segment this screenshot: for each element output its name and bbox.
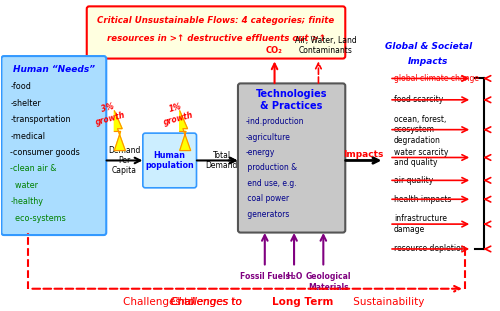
Text: Impacts: Impacts — [343, 150, 384, 159]
Text: Geological
Materials: Geological Materials — [306, 272, 351, 292]
FancyBboxPatch shape — [87, 6, 345, 58]
FancyBboxPatch shape — [238, 83, 346, 233]
Text: coal power: coal power — [246, 194, 290, 203]
Text: Challenges to: Challenges to — [171, 297, 246, 307]
FancyBboxPatch shape — [2, 56, 106, 235]
FancyBboxPatch shape — [143, 133, 197, 188]
Text: Challenges to: Challenges to — [170, 297, 246, 307]
Text: ocean, forest,
ecosystem
degradation: ocean, forest, ecosystem degradation — [394, 115, 446, 145]
Text: water: water — [10, 181, 38, 190]
Text: Global & Societal: Global & Societal — [384, 42, 472, 51]
Text: 3%
growth: 3% growth — [92, 100, 126, 127]
Text: -shelter: -shelter — [10, 99, 41, 108]
Text: 1%
growth: 1% growth — [160, 100, 194, 127]
Text: air quality: air quality — [394, 176, 434, 185]
Text: resource depletion: resource depletion — [394, 244, 466, 253]
Polygon shape — [114, 111, 126, 151]
Text: production &: production & — [246, 163, 298, 172]
Text: -agriculture: -agriculture — [246, 132, 290, 142]
Text: eco-systems: eco-systems — [10, 214, 66, 223]
Text: H₂O: H₂O — [286, 272, 302, 281]
Text: Total
Demand: Total Demand — [206, 151, 238, 170]
Text: Fossil Fuels: Fossil Fuels — [240, 272, 290, 281]
Text: infrastructure
damage: infrastructure damage — [394, 214, 447, 234]
Text: end use, e.g.: end use, e.g. — [246, 179, 297, 188]
Text: food scarcity: food scarcity — [394, 95, 444, 104]
Polygon shape — [180, 111, 190, 151]
Text: Impacts: Impacts — [408, 57, 449, 66]
Text: water scarcity
and quality: water scarcity and quality — [394, 148, 448, 167]
Text: health impacts: health impacts — [394, 195, 452, 204]
Text: resources in >↑ destructive effluents out >↑: resources in >↑ destructive effluents ou… — [106, 34, 326, 43]
Text: -medical: -medical — [10, 132, 45, 141]
Text: Sustainability: Sustainability — [350, 297, 424, 307]
Text: generators: generators — [246, 210, 290, 219]
Text: Human “Needs”: Human “Needs” — [13, 66, 95, 75]
Text: Air, Water, Land
Contaminants: Air, Water, Land Contaminants — [295, 36, 356, 55]
Text: -food: -food — [10, 82, 31, 91]
Text: CO₂: CO₂ — [266, 46, 283, 55]
Text: Challenges to: Challenges to — [124, 297, 198, 307]
Text: Critical Unsustainable Flows: 4 categories; finite: Critical Unsustainable Flows: 4 categori… — [98, 16, 334, 25]
Text: Demand
Per
Capita: Demand Per Capita — [108, 146, 140, 175]
Text: global climate change: global climate change — [394, 74, 479, 83]
Text: -ind.production: -ind.production — [246, 117, 304, 126]
Text: -transportation: -transportation — [10, 115, 70, 124]
Text: -healthy: -healthy — [10, 197, 43, 206]
Text: -consumer goods: -consumer goods — [10, 148, 80, 157]
Text: Technologies
& Practices: Technologies & Practices — [256, 89, 328, 111]
Text: -clean air &: -clean air & — [10, 165, 56, 174]
Text: Human
population: Human population — [146, 151, 194, 170]
Text: Long Term: Long Term — [272, 297, 334, 307]
Text: -energy: -energy — [246, 148, 274, 157]
